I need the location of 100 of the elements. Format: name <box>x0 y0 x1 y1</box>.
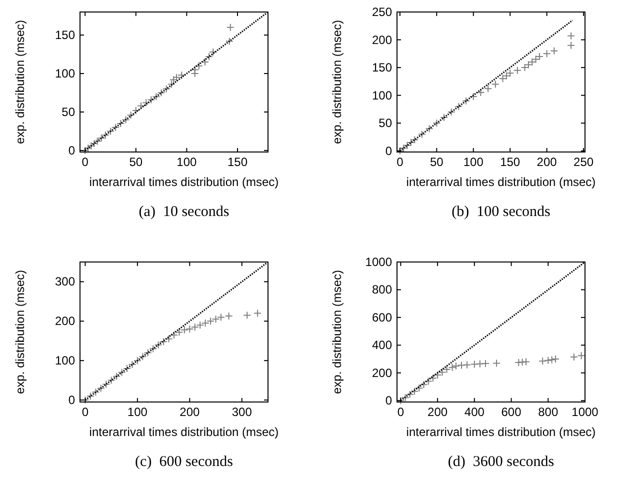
x-tick-label: 250 <box>574 155 594 169</box>
point <box>567 32 576 40</box>
y-tick-label: 0 <box>68 393 76 408</box>
point <box>544 356 552 364</box>
point <box>160 338 168 346</box>
y-tick-label: 400 <box>372 338 392 352</box>
y-tick-label: 0 <box>385 144 392 158</box>
point <box>169 76 178 84</box>
point <box>438 368 446 376</box>
x-tick-label: 100 <box>463 155 484 169</box>
point <box>254 309 262 318</box>
point <box>132 106 140 114</box>
y-tick-label: 100 <box>54 66 76 81</box>
x-tick-label: 100 <box>176 155 198 169</box>
point <box>112 372 121 380</box>
point <box>217 313 225 322</box>
point <box>454 102 463 110</box>
point <box>164 334 173 343</box>
x-tick-label: 0 <box>82 405 89 419</box>
point <box>147 96 156 104</box>
point <box>528 58 536 66</box>
point <box>469 92 478 100</box>
text: (c) 600 seconds <box>135 454 234 470</box>
point <box>434 370 442 379</box>
text: (a) 10 seconds <box>138 204 230 220</box>
point <box>87 142 96 150</box>
point <box>128 360 136 369</box>
point <box>226 23 234 32</box>
point <box>122 116 130 124</box>
point <box>190 323 199 332</box>
y-axis-title: exp. distribution (msec) <box>330 270 344 394</box>
point <box>107 376 116 384</box>
point <box>476 360 484 368</box>
point <box>200 58 209 66</box>
point <box>420 380 428 389</box>
point <box>550 46 558 55</box>
point <box>206 317 215 326</box>
point <box>126 111 135 120</box>
point <box>476 88 485 97</box>
point <box>152 92 160 101</box>
y-tick-label: 1000 <box>365 255 392 269</box>
point <box>410 136 419 144</box>
y-tick-label: 50 <box>378 116 392 130</box>
point <box>535 52 544 60</box>
point <box>154 340 162 349</box>
point <box>224 312 233 320</box>
point <box>552 355 560 364</box>
point <box>447 108 456 116</box>
point <box>542 50 551 58</box>
point <box>142 98 150 107</box>
point <box>428 374 437 382</box>
x-tick-label: 0 <box>396 155 404 169</box>
x-axis-title: interarrival times distribution (msec) <box>406 175 596 189</box>
point <box>157 88 166 97</box>
x-tick-label: 300 <box>232 405 252 419</box>
point <box>506 69 514 78</box>
point <box>138 352 147 361</box>
point <box>532 55 540 64</box>
y-tick-label: 50 <box>62 105 76 119</box>
point <box>170 330 178 339</box>
point <box>514 358 523 366</box>
x-tick-label: 200 <box>180 405 200 419</box>
point <box>180 326 188 334</box>
text: (b) 100 seconds <box>452 204 551 220</box>
point <box>481 359 490 368</box>
x-tick-label: 200 <box>536 155 558 169</box>
text: (d) 3600 seconds <box>448 454 554 470</box>
point <box>205 52 214 61</box>
point <box>567 41 576 50</box>
point <box>442 365 451 374</box>
y-axis-title: exp. distribution (msec) <box>13 270 27 394</box>
point <box>92 388 100 396</box>
point <box>491 80 500 88</box>
x-tick-label: 800 <box>538 405 558 419</box>
point <box>410 387 419 396</box>
point <box>96 384 105 392</box>
point <box>167 80 176 88</box>
point <box>406 138 415 147</box>
point <box>463 360 472 369</box>
point <box>401 394 410 402</box>
point <box>462 96 470 105</box>
point <box>452 362 460 370</box>
point <box>425 124 434 133</box>
point <box>458 361 466 370</box>
y-tick-label: 0 <box>68 143 76 158</box>
point <box>194 62 203 70</box>
x-tick-label: 200 <box>428 405 448 419</box>
point <box>136 102 145 110</box>
point <box>520 64 529 72</box>
point <box>400 144 408 152</box>
point <box>418 130 426 138</box>
y-tick-label: 150 <box>372 60 392 75</box>
point <box>484 84 492 93</box>
point <box>175 328 184 336</box>
x-tick-label: 150 <box>228 155 248 169</box>
y-axis-title: exp. distribution (msec) <box>330 20 344 144</box>
x-tick-label: 50 <box>430 155 444 169</box>
point <box>502 72 510 80</box>
point <box>415 384 424 392</box>
point <box>133 356 142 365</box>
